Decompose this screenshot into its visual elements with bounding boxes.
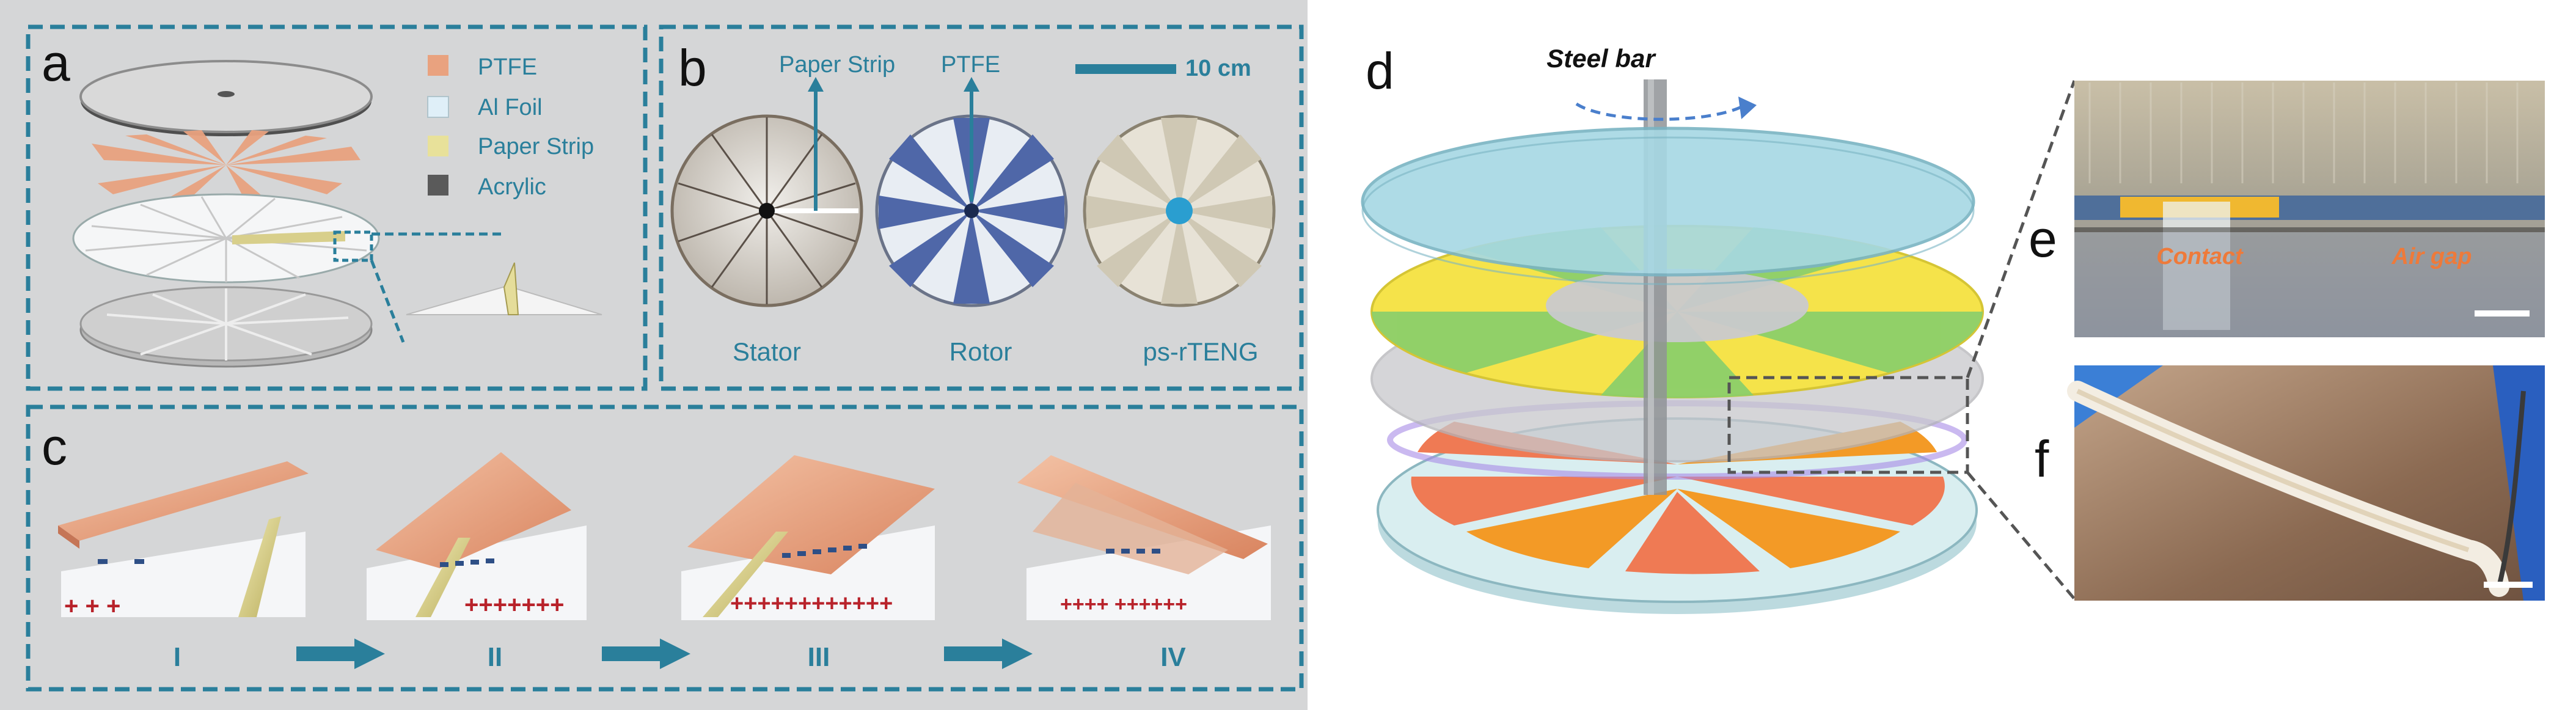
contact-label: Contact (2156, 244, 2244, 269)
exploded-disk-stack (72, 60, 602, 368)
paper-strip-closeup-photo (2067, 365, 2545, 601)
panel-a-label: a (42, 34, 70, 92)
connector-to-e (1966, 80, 2076, 378)
panel-b-frame (659, 24, 1304, 391)
ptfe-swatch (428, 55, 448, 76)
panel-a-frame (26, 24, 648, 391)
panel-e-scale-bar (2475, 310, 2530, 317)
stator-photo-icon (670, 114, 863, 307)
ptfe-sector-layer (92, 130, 360, 205)
paper-strip-annotation: Paper Strip (779, 52, 895, 78)
contact-stage-3-illustration (681, 455, 935, 620)
stage-3-charges: ++++++++++++ (730, 591, 893, 617)
stage-arrow-3 (944, 639, 1033, 669)
rteng-3d-model (1361, 79, 1984, 614)
acrylic-legend-label: Acrylic (478, 174, 546, 200)
air-gap-label: Air gap (2391, 244, 2472, 269)
zoom-box (333, 230, 373, 262)
steel-bar-label: Steel bar (1546, 44, 1656, 73)
stator-caption: Stator (733, 337, 801, 366)
paper-strip-legend-label: Paper Strip (478, 134, 594, 159)
top-acrylic-disk-3d (1361, 126, 1975, 277)
connector-to-f (1966, 471, 2076, 600)
panel-d-label: d (1366, 42, 1394, 100)
stage-arrow-1 (296, 639, 385, 669)
contact-stage-2-illustration (367, 452, 587, 620)
panel-c-frame (26, 404, 1304, 692)
ptfe-annotation: PTFE (941, 52, 1000, 78)
rotor-caption: Rotor (950, 337, 1012, 366)
panel-c-label: c (42, 418, 67, 475)
stage-4-charges: ++++ ++++++ (1060, 593, 1187, 616)
stage-2-numeral: II (488, 642, 502, 672)
panel-b-label: b (678, 39, 707, 97)
contact-stage-1-illustration (58, 461, 309, 617)
paper-strip-inset (406, 262, 602, 315)
stage-arrow-2 (602, 639, 690, 669)
scale-bar (1075, 64, 1176, 74)
acrylic-swatch (428, 175, 448, 196)
zoom-region-box (1727, 376, 1969, 474)
contact-closeup-photo (2074, 81, 2545, 337)
stage-1-charges: + + + (64, 593, 120, 620)
paper-strip-on-disk (232, 231, 345, 244)
assembly-photo-icon (1083, 114, 1276, 307)
stage-1-numeral: I (174, 642, 181, 672)
panel-e-label: e (2029, 210, 2057, 268)
al-foil-legend-label: Al Foil (478, 95, 543, 120)
stage-4-numeral: IV (1160, 642, 1186, 672)
panel-f-label: f (2035, 430, 2049, 488)
rotor-photo-icon (875, 114, 1068, 307)
panel-a-legend: PTFE Al Foil Paper Strip Acrylic (427, 54, 594, 200)
ptfe-legend-label: PTFE (478, 54, 537, 80)
panel-f-scale-bar (2484, 582, 2533, 588)
ps-rteng-caption: ps-rTENG (1143, 337, 1259, 366)
scale-bar-label: 10 cm (1185, 56, 1251, 81)
stage-3-numeral: III (808, 642, 830, 672)
paper-strip-swatch (428, 136, 448, 156)
contact-stage-4-illustration (1017, 455, 1271, 620)
al-foil-swatch (427, 96, 449, 118)
rotation-arrow (1575, 102, 1743, 121)
stage-2-charges: +++++++ (464, 591, 565, 618)
